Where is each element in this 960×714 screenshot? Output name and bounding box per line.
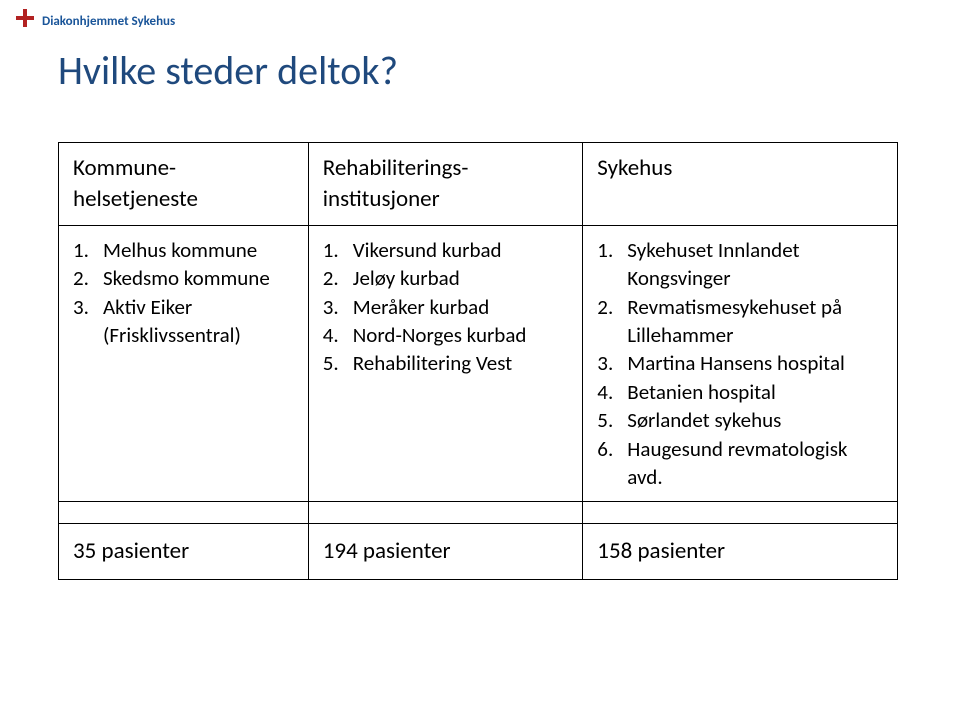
list-number: 4. — [597, 378, 627, 406]
list-number: 1. — [73, 236, 103, 264]
list-label: Melhus kommune — [103, 236, 257, 264]
list-number: 1. — [597, 236, 627, 293]
list-label: Sørlandet sykehus — [627, 406, 781, 434]
list-item: 4.Nord-Norges kurbad — [323, 321, 569, 349]
list-label: Revmatismesykehuset på Lillehammer — [627, 293, 883, 350]
list-number: 5. — [323, 349, 353, 377]
col1-list: 1.Melhus kommune2.Skedsmo kommune3.Aktiv… — [73, 236, 294, 349]
table-footer-row: 35 pasienter 194 pasienter 158 pasienter — [59, 524, 898, 580]
list-label: Jeløy kurbad — [353, 264, 460, 292]
table-header-row: Kommune-helsetjeneste Rehabiliterings-in… — [59, 143, 898, 226]
list-item: 2.Skedsmo kommune — [73, 264, 294, 292]
list-label: Aktiv Eiker (Frisklivssentral) — [103, 293, 294, 350]
list-number: 3. — [597, 349, 627, 377]
list-number: 3. — [73, 293, 103, 350]
footer-col1: 35 pasienter — [59, 524, 309, 580]
list-number: 6. — [597, 435, 627, 492]
list-item: 6.Haugesund revmatologisk avd. — [597, 435, 883, 492]
cell-col1: 1.Melhus kommune2.Skedsmo kommune3.Aktiv… — [59, 226, 309, 502]
list-item: 3.Meråker kurbad — [323, 293, 569, 321]
list-label: Skedsmo kommune — [103, 264, 270, 292]
header-col3: Sykehus — [583, 143, 898, 226]
list-item: 5.Sørlandet sykehus — [597, 406, 883, 434]
list-item: 2.Jeløy kurbad — [323, 264, 569, 292]
list-item: 1.Melhus kommune — [73, 236, 294, 264]
list-number: 5. — [597, 406, 627, 434]
list-item: 3.Aktiv Eiker (Frisklivssentral) — [73, 293, 294, 350]
list-number: 1. — [323, 236, 353, 264]
footer-col3: 158 pasienter — [583, 524, 898, 580]
list-label: Betanien hospital — [627, 378, 776, 406]
list-item: 4.Betanien hospital — [597, 378, 883, 406]
cell-col3: 1.Sykehuset Innlandet Kongsvinger2.Revma… — [583, 226, 898, 502]
list-number: 4. — [323, 321, 353, 349]
list-number: 3. — [323, 293, 353, 321]
list-label: Rehabilitering Vest — [353, 349, 512, 377]
footer-col2: 194 pasienter — [308, 524, 583, 580]
page-title: Hvilke steder deltok? — [58, 46, 398, 95]
list-label: Sykehuset Innlandet Kongsvinger — [627, 236, 883, 293]
cell-col2: 1.Vikersund kurbad2.Jeløy kurbad3.Meråke… — [308, 226, 583, 502]
list-item: 2.Revmatismesykehuset på Lillehammer — [597, 293, 883, 350]
header-col2: Rehabiliterings-institusjoner — [308, 143, 583, 226]
list-number: 2. — [597, 293, 627, 350]
list-item: 3.Martina Hansens hospital — [597, 349, 883, 377]
cross-icon — [14, 8, 36, 35]
spacer-row — [59, 502, 898, 524]
list-label: Vikersund kurbad — [353, 236, 502, 264]
list-item: 1.Sykehuset Innlandet Kongsvinger — [597, 236, 883, 293]
col3-list: 1.Sykehuset Innlandet Kongsvinger2.Revma… — [597, 236, 883, 491]
list-number: 2. — [323, 264, 353, 292]
list-label: Martina Hansens hospital — [627, 349, 845, 377]
list-item: 1.Vikersund kurbad — [323, 236, 569, 264]
participants-table: Kommune-helsetjeneste Rehabiliterings-in… — [58, 142, 898, 580]
table-body-row: 1.Melhus kommune2.Skedsmo kommune3.Aktiv… — [59, 226, 898, 502]
col2-list: 1.Vikersund kurbad2.Jeløy kurbad3.Meråke… — [323, 236, 569, 378]
list-label: Meråker kurbad — [353, 293, 490, 321]
list-label: Nord-Norges kurbad — [353, 321, 527, 349]
list-number: 2. — [73, 264, 103, 292]
slide: Diakonhjemmet Sykehus Hvilke steder delt… — [0, 0, 960, 714]
brand-name: Diakonhjemmet Sykehus — [42, 14, 175, 29]
brand-logo: Diakonhjemmet Sykehus — [14, 8, 175, 35]
list-label: Haugesund revmatologisk avd. — [627, 435, 883, 492]
list-item: 5.Rehabilitering Vest — [323, 349, 569, 377]
header-col1: Kommune-helsetjeneste — [59, 143, 309, 226]
